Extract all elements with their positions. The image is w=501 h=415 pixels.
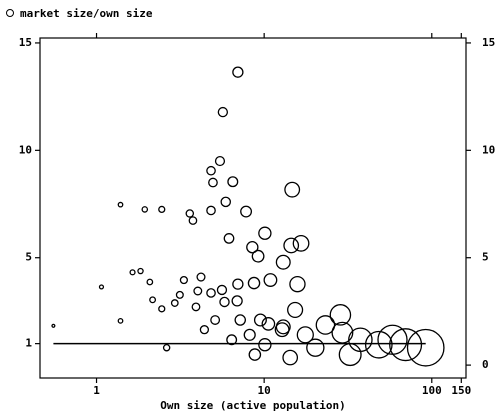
- bubble: [223, 233, 235, 244]
- bubble: [261, 317, 276, 331]
- bubble: [208, 177, 218, 188]
- bubble: [216, 284, 228, 296]
- x-tick-label: 10: [258, 384, 271, 397]
- bubble: [275, 319, 291, 335]
- plot-frame: [39, 37, 467, 379]
- bubble: [248, 348, 262, 361]
- bubble: [179, 275, 188, 285]
- bubble: [98, 284, 105, 290]
- bubble: [232, 66, 244, 78]
- bubble: [283, 237, 300, 254]
- bubble: [199, 325, 210, 335]
- bubble: [348, 327, 373, 353]
- bubble: [210, 315, 221, 325]
- y2-tick-label: 5: [482, 251, 489, 264]
- bubble: [141, 206, 149, 213]
- bubble: [188, 216, 198, 225]
- bubble: [214, 155, 226, 167]
- bubble: [406, 328, 445, 367]
- bubble: [246, 241, 259, 254]
- bubble: [263, 273, 278, 287]
- bubble: [251, 249, 265, 263]
- bubble: [253, 313, 267, 327]
- bubble: [185, 209, 195, 218]
- bubble: [258, 226, 272, 240]
- bubble: [206, 165, 216, 176]
- y-tick-label: 5: [25, 251, 32, 264]
- bubble: [234, 314, 246, 326]
- bubble: [292, 234, 310, 252]
- bubble: [129, 269, 136, 276]
- y-tick-label: 10: [19, 143, 32, 156]
- bubble: [240, 205, 253, 218]
- y2-tick-label: 0: [482, 358, 489, 371]
- x-axis-label: Own size (active population): [160, 399, 345, 412]
- bubble: [206, 205, 216, 216]
- bubble: [258, 338, 272, 352]
- bubble: [175, 290, 184, 299]
- bubble: [231, 295, 243, 307]
- bubble: [217, 106, 229, 118]
- y2-tick-label: 15: [482, 36, 495, 49]
- bubble: [170, 299, 179, 307]
- bubble: [158, 305, 166, 313]
- bubble: [247, 276, 261, 290]
- bubble: [193, 286, 203, 296]
- y-tick-label: 15: [19, 36, 32, 49]
- bubble: [243, 328, 256, 341]
- bubble: [117, 201, 124, 208]
- bubble: [226, 334, 238, 346]
- bubble: [220, 196, 232, 208]
- bubble: [227, 176, 239, 188]
- bubble: [149, 296, 157, 304]
- bubble: [296, 326, 314, 344]
- bubble: [191, 302, 201, 312]
- bubble: [315, 315, 336, 335]
- bubble: [162, 343, 171, 352]
- bubble: [196, 272, 206, 282]
- legend-marker: [6, 9, 14, 17]
- bubble: [289, 275, 306, 293]
- bubble: [206, 288, 216, 298]
- bubble: [51, 323, 56, 328]
- bubble: [329, 304, 352, 326]
- bubble: [275, 254, 291, 270]
- bubble: [232, 278, 244, 290]
- bubble: [137, 267, 144, 275]
- bubble: [287, 301, 304, 318]
- y2-tick-label: 10: [482, 143, 495, 156]
- bubble: [284, 181, 301, 198]
- x-tick-label: 100: [422, 384, 442, 397]
- bubble: [331, 321, 354, 344]
- bubble: [219, 296, 230, 308]
- bubble: [338, 343, 362, 367]
- x-tick-label: 1: [93, 384, 100, 397]
- y-tick-label: 1: [25, 337, 32, 350]
- bubble: [364, 330, 393, 359]
- legend-label: market size/own size: [20, 7, 153, 20]
- bubble: [282, 349, 299, 366]
- bubble: [117, 317, 124, 324]
- bubble: [306, 338, 325, 357]
- bubble: [146, 278, 154, 286]
- bubble: [158, 205, 166, 214]
- x-tick-label: 150: [451, 384, 471, 397]
- bubble: [389, 328, 423, 362]
